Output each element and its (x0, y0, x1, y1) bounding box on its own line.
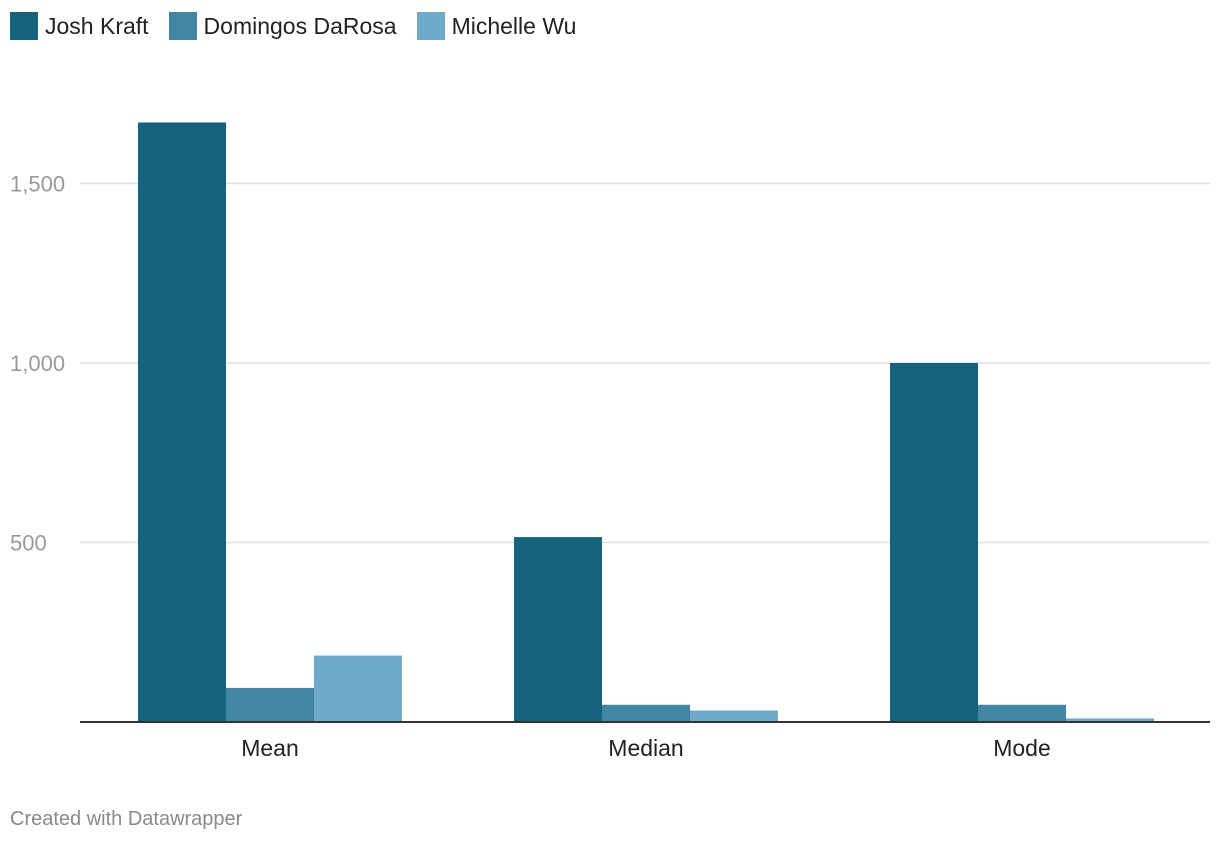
bar-josh-kraft-mode (890, 363, 978, 722)
legend-item-domingos-darosa: Domingos DaRosa (168, 12, 397, 40)
datawrapper-credit[interactable]: Created with Datawrapper (10, 808, 243, 830)
bar-josh-kraft-median (514, 537, 602, 722)
x-tick-label-mean: Mean (241, 735, 299, 761)
bar-domingos-darosa-mode (978, 704, 1066, 722)
legend: Josh Kraft Domingos DaRosa Michelle Wu (10, 12, 596, 40)
bar-michelle-wu-mean (314, 655, 402, 722)
legend-item-michelle-wu: Michelle Wu (416, 12, 577, 40)
legend-item-josh-kraft: Josh Kraft (10, 12, 149, 40)
bar-josh-kraft-mean (138, 122, 226, 723)
legend-label-domingos-darosa: Domingos DaRosa (203, 12, 397, 39)
legend-swatch-michelle-wu (416, 12, 445, 40)
x-tick-label-median: Median (608, 735, 683, 761)
bar-domingos-darosa-mean (226, 687, 314, 722)
bar-domingos-darosa-median (602, 704, 690, 722)
legend-label-josh-kraft: Josh Kraft (45, 12, 149, 39)
legend-swatch-josh-kraft (10, 12, 38, 40)
y-tick-label: 1,000 (10, 351, 65, 376)
bar-michelle-wu-mode (1066, 718, 1154, 722)
x-tick-label-mode: Mode (993, 735, 1051, 761)
y-tick-label: 1,500 (10, 172, 65, 197)
legend-swatch-domingos-darosa (168, 12, 197, 40)
bar-michelle-wu-median (690, 710, 778, 722)
y-tick-label: 500 (10, 531, 47, 556)
legend-label-michelle-wu: Michelle Wu (451, 12, 577, 39)
